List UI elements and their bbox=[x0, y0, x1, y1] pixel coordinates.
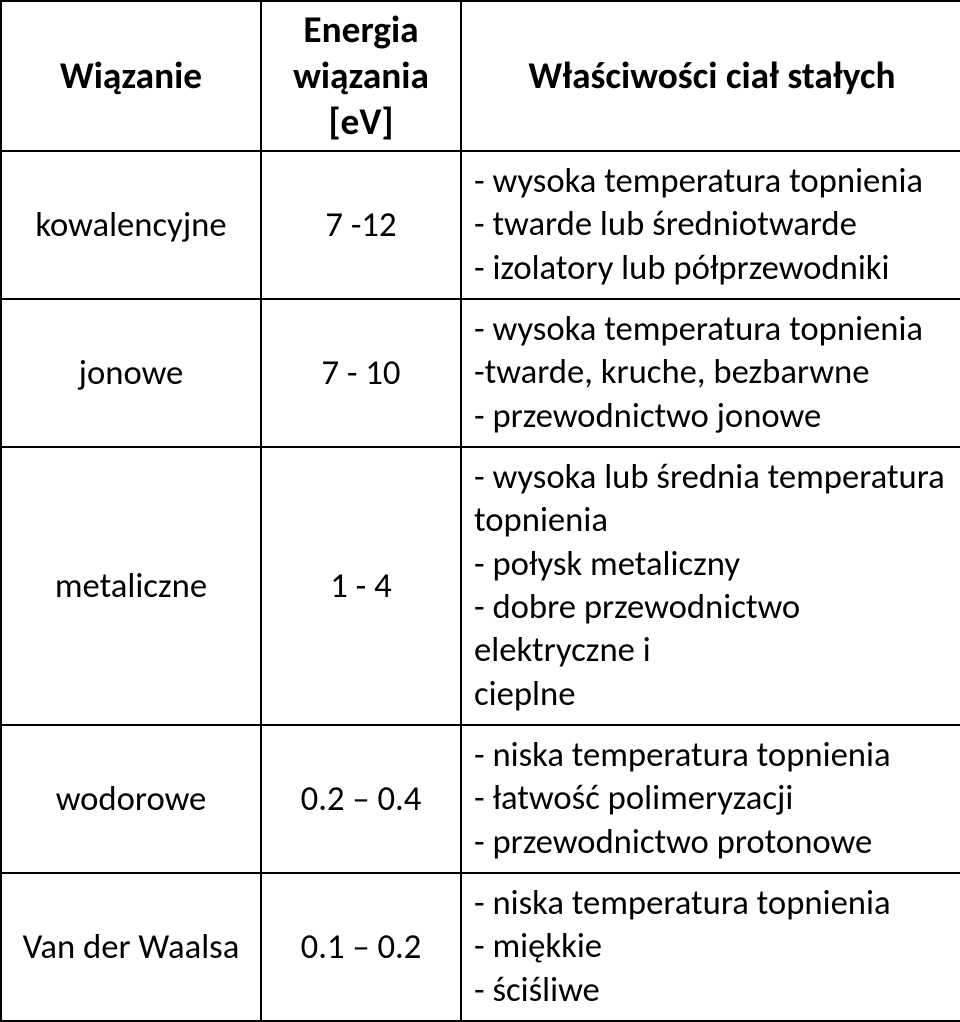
cell-energy: 0.2 – 0.4 bbox=[261, 725, 461, 873]
cell-properties: - niska temperatura topnienia- łatwość p… bbox=[461, 725, 960, 873]
cell-energy: 7 -12 bbox=[261, 151, 461, 299]
col-header-bond-l1: Wiązanie bbox=[60, 53, 202, 99]
cell-properties: - wysoka temperatura topnienia-twarde, k… bbox=[461, 299, 960, 447]
property-line: - przewodnictwo protonowe bbox=[474, 821, 950, 864]
cell-properties: - niska temperatura topnienia- miękkie- … bbox=[461, 873, 960, 1021]
col-header-properties: Właściwości ciał stałych bbox=[461, 1, 960, 151]
cell-bond: jonowe bbox=[1, 299, 261, 447]
cell-energy: 1 - 4 bbox=[261, 447, 461, 725]
property-line: - łatwość polimeryzacji bbox=[474, 777, 950, 820]
property-line: cieplne bbox=[474, 673, 950, 716]
property-line: -twarde, kruche, bezbarwne bbox=[474, 351, 950, 394]
table-row: jonowe7 - 10- wysoka temperatura topnien… bbox=[1, 299, 960, 447]
table-row: Van der Waalsa0.1 – 0.2- niska temperatu… bbox=[1, 873, 960, 1021]
cell-properties: - wysoka temperatura topnienia- twarde l… bbox=[461, 151, 960, 299]
col-header-energy-l2: wiązania bbox=[293, 53, 429, 99]
table-row: wodorowe0.2 – 0.4- niska temperatura top… bbox=[1, 725, 960, 873]
property-line: - twarde lub średniotwarde bbox=[474, 203, 950, 246]
cell-properties: - wysoka lub średnia temperaturatopnieni… bbox=[461, 447, 960, 725]
property-line: - wysoka temperatura topnienia bbox=[474, 160, 950, 203]
cell-bond: Van der Waalsa bbox=[1, 873, 261, 1021]
property-line: - wysoka temperatura topnienia bbox=[474, 308, 950, 351]
table-body: kowalencyjne7 -12- wysoka temperatura to… bbox=[1, 151, 960, 1021]
table-row: metaliczne1 - 4- wysoka lub średnia temp… bbox=[1, 447, 960, 725]
property-line: - miękkie bbox=[474, 925, 950, 968]
cell-energy: 0.1 – 0.2 bbox=[261, 873, 461, 1021]
bonding-properties-table: Wiązanie Energia wiązania [eV] Właściwoś… bbox=[0, 0, 960, 1022]
property-line: - dobre przewodnictwo elektryczne i bbox=[474, 586, 950, 673]
property-line: topnienia bbox=[474, 499, 950, 542]
col-header-bond: Wiązanie bbox=[1, 1, 261, 151]
col-header-properties-l1: Właściwości ciał stałych bbox=[528, 53, 895, 99]
cell-bond: wodorowe bbox=[1, 725, 261, 873]
bonding-properties-table-container: Wiązanie Energia wiązania [eV] Właściwoś… bbox=[0, 0, 960, 862]
property-line: - połysk metaliczny bbox=[474, 543, 950, 586]
table-header-row: Wiązanie Energia wiązania [eV] Właściwoś… bbox=[1, 1, 960, 151]
cell-bond: metaliczne bbox=[1, 447, 261, 725]
property-line: - niska temperatura topnienia bbox=[474, 882, 950, 925]
cell-bond: kowalencyjne bbox=[1, 151, 261, 299]
property-line: - wysoka lub średnia temperatura bbox=[474, 456, 950, 499]
table-row: kowalencyjne7 -12- wysoka temperatura to… bbox=[1, 151, 960, 299]
col-header-energy-l3: [eV] bbox=[328, 99, 393, 145]
property-line: - ściśliwe bbox=[474, 969, 950, 1012]
property-line: - niska temperatura topnienia bbox=[474, 734, 950, 777]
col-header-energy-l1: Energia bbox=[303, 7, 418, 53]
property-line: - przewodnictwo jonowe bbox=[474, 395, 950, 438]
property-line: - izolatory lub półprzewodniki bbox=[474, 247, 950, 290]
col-header-energy: Energia wiązania [eV] bbox=[261, 1, 461, 151]
cell-energy: 7 - 10 bbox=[261, 299, 461, 447]
